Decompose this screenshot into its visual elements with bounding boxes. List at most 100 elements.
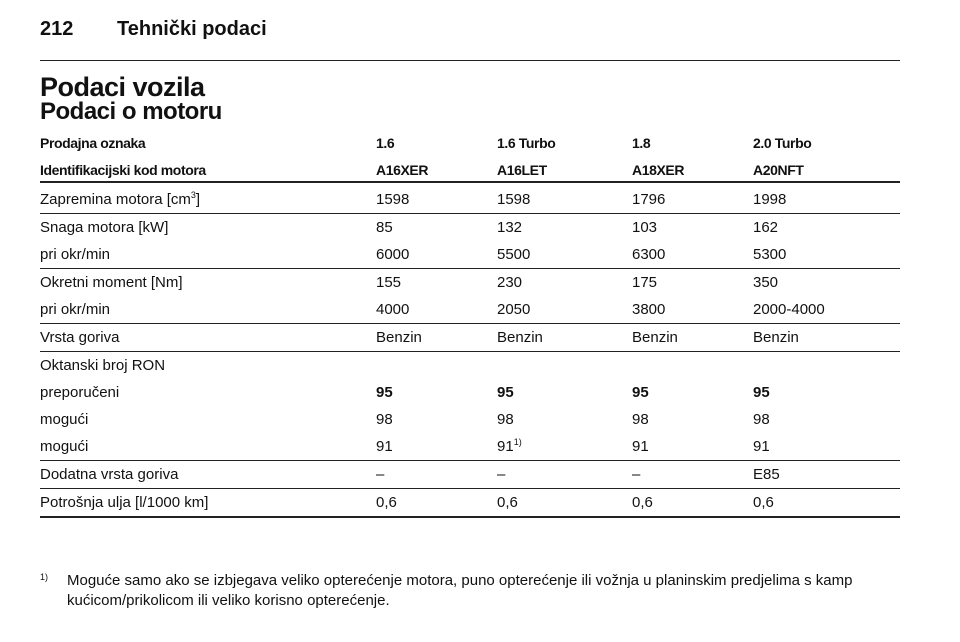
cell-value: 162 xyxy=(753,219,778,237)
row-label: Vrsta goriva xyxy=(40,329,119,347)
value-text: 98 xyxy=(497,411,514,428)
cell-value: 98 xyxy=(497,411,514,429)
engine-code: A16LET xyxy=(497,162,547,178)
value-text: 98 xyxy=(753,411,770,428)
cell-value: 350 xyxy=(753,274,778,292)
row-label-text: mogući xyxy=(40,438,89,455)
value-text: 230 xyxy=(497,274,523,291)
section-subtitle: Podaci o motoru xyxy=(40,98,222,125)
row-label: mogući xyxy=(40,438,88,456)
value-text: 1796 xyxy=(632,191,666,208)
cell-value: 0,6 xyxy=(497,494,518,512)
row-rule xyxy=(40,351,900,352)
row-rule xyxy=(40,268,900,269)
value-text: 91 xyxy=(376,438,393,455)
value-text: 4000 xyxy=(376,301,410,318)
value-text: 95 xyxy=(632,384,649,401)
cell-value: 4000 xyxy=(376,301,409,319)
cell-value: 95 xyxy=(497,384,514,402)
value-text: 350 xyxy=(753,274,779,291)
page-header-title: Tehnički podaci xyxy=(117,18,267,40)
value-text: E85 xyxy=(753,466,780,483)
row-label-text: Potrošnja ulja [l/1000 km] xyxy=(40,494,209,511)
section-title: Podaci vozila xyxy=(40,72,205,102)
value-text: 95 xyxy=(753,384,770,401)
row-label: Zapremina motora [cm3] xyxy=(40,191,200,209)
cell-value: 132 xyxy=(497,219,522,237)
column-header: 1.8 xyxy=(632,135,651,151)
header-rule xyxy=(40,60,900,61)
cell-value: Benzin xyxy=(632,329,678,347)
cell-value: 911) xyxy=(497,438,522,456)
row-label-sup: 3 xyxy=(190,190,196,200)
engine-code: A20NFT xyxy=(753,162,804,178)
value-text: – xyxy=(497,466,506,483)
row-label-end: ] xyxy=(195,191,201,208)
value-text: 5500 xyxy=(497,246,531,263)
value-text: 0,6 xyxy=(632,494,653,511)
page-number: 212 xyxy=(40,18,74,40)
value-text: 2000-4000 xyxy=(753,301,825,318)
footnote-mark: 1) xyxy=(40,572,49,582)
row-label-text: Dodatna vrsta goriva xyxy=(40,466,179,483)
cell-value: – xyxy=(497,466,505,484)
value-text: 91 xyxy=(753,438,770,455)
row-label-text: mogući xyxy=(40,411,89,428)
row-rule xyxy=(40,323,900,324)
value-text: 1998 xyxy=(753,191,787,208)
cell-value: 1598 xyxy=(376,191,409,209)
value-text: 85 xyxy=(376,219,393,236)
value-text: 98 xyxy=(632,411,649,428)
engine-code: A18XER xyxy=(632,162,685,178)
cell-value: 95 xyxy=(753,384,770,402)
row-label-text: preporučeni xyxy=(40,384,120,401)
row-label-text: Vrsta goriva xyxy=(40,329,120,346)
value-text: 0,6 xyxy=(753,494,774,511)
value-text: 0,6 xyxy=(497,494,518,511)
cell-value: 0,6 xyxy=(632,494,653,512)
cell-value: – xyxy=(632,466,640,484)
value-text: 91 xyxy=(632,438,649,455)
value-text: 103 xyxy=(632,219,658,236)
row-label: pri okr/min xyxy=(40,246,110,264)
value-text: 6300 xyxy=(632,246,666,263)
value-text: 95 xyxy=(497,384,514,401)
row-label-text: pri okr/min xyxy=(40,301,111,318)
value-text: Benzin xyxy=(632,329,678,346)
cell-value: 1998 xyxy=(753,191,786,209)
value-text: Benzin xyxy=(497,329,543,346)
cell-value: 95 xyxy=(632,384,649,402)
column-header: 2.0 Turbo xyxy=(753,135,812,151)
row-rule xyxy=(40,460,900,461)
value-text: Benzin xyxy=(753,329,799,346)
row-label-text: pri okr/min xyxy=(40,246,111,263)
row-label-text: Oktanski broj RON xyxy=(40,357,166,374)
cell-value: 175 xyxy=(632,274,657,292)
cell-value: 91 xyxy=(753,438,770,456)
cell-value: 95 xyxy=(376,384,393,402)
footnote-text: Moguće samo ako se izbjegava veliko opte… xyxy=(67,572,853,609)
value-text: 175 xyxy=(632,274,658,291)
row-label: Oktanski broj RON xyxy=(40,357,165,375)
row-label-text: Snaga motora [kW] xyxy=(40,219,169,236)
row-label: preporučeni xyxy=(40,384,119,402)
row-label: pri okr/min xyxy=(40,301,110,319)
cell-value: 91 xyxy=(632,438,649,456)
table-rule xyxy=(40,181,900,183)
engine-code: Identifikacijski kod motora xyxy=(40,162,206,178)
cell-value: Benzin xyxy=(753,329,799,347)
cell-value: 85 xyxy=(376,219,393,237)
value-text: 162 xyxy=(753,219,779,236)
row-label: Okretni moment [Nm] xyxy=(40,274,183,292)
row-label: Snaga motora [kW] xyxy=(40,219,168,237)
cell-value: 2000-4000 xyxy=(753,301,825,319)
cell-value: 0,6 xyxy=(753,494,774,512)
cell-value: 2050 xyxy=(497,301,530,319)
cell-value: 0,6 xyxy=(376,494,397,512)
column-header: 1.6 xyxy=(376,135,395,151)
row-label-text: Okretni moment [Nm] xyxy=(40,274,183,291)
value-text: 132 xyxy=(497,219,523,236)
value-text: 1598 xyxy=(497,191,531,208)
cell-value: 6300 xyxy=(632,246,665,264)
